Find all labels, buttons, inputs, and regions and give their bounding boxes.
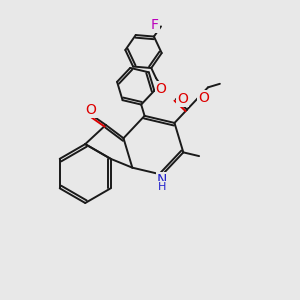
- Text: O: O: [86, 103, 97, 117]
- Text: O: O: [177, 92, 188, 106]
- Text: H: H: [158, 182, 166, 192]
- Text: F: F: [151, 18, 158, 32]
- Text: O: O: [156, 82, 167, 96]
- Text: O: O: [199, 92, 209, 106]
- Text: N: N: [157, 173, 167, 187]
